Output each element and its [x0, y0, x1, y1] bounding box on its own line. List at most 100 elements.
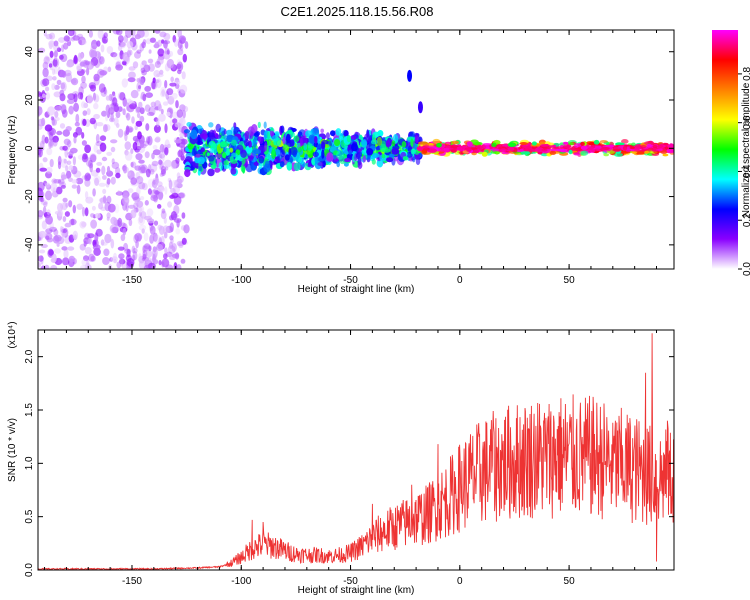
heatmap-cell — [253, 149, 262, 155]
heatmap-cell — [79, 61, 86, 67]
heatmap-cell — [164, 47, 170, 55]
heatmap-cell — [326, 152, 334, 162]
x-tick-label: -50 — [343, 275, 358, 286]
heatmap-cell — [230, 167, 237, 175]
heatmap-cell — [263, 121, 267, 129]
y-tick-label: 0.0 — [24, 563, 35, 577]
heatmap-cell — [55, 186, 63, 195]
heatmap-cell — [103, 248, 110, 257]
heatmap-cell — [173, 218, 182, 223]
heatmap-cell — [473, 149, 480, 153]
heatmap-cell — [625, 149, 632, 153]
heatmap-cell — [127, 171, 131, 177]
heatmap-cell — [119, 258, 126, 265]
heatmap-cell — [160, 210, 167, 220]
heatmap-cell — [57, 202, 63, 212]
heatmap-cell — [507, 147, 515, 151]
heatmap-cell — [223, 160, 230, 166]
heatmap-cell — [343, 130, 349, 138]
heatmap-cell — [432, 138, 441, 144]
heatmap-x-axis-label: Height of straight line (km) — [298, 284, 415, 295]
heatmap-cell — [197, 134, 201, 145]
heatmap-cell — [178, 192, 186, 199]
heatmap-cell — [57, 178, 65, 185]
heatmap-cell — [115, 64, 123, 71]
heatmap-cell — [82, 118, 87, 126]
heatmap-cell — [163, 253, 168, 260]
heatmap-cell — [651, 149, 659, 152]
heatmap-cell — [39, 167, 47, 172]
heatmap-cell — [93, 73, 100, 82]
heatmap-cell — [92, 244, 101, 251]
heatmap-cell — [631, 142, 636, 147]
heatmap-cell — [151, 160, 159, 167]
heatmap-cell — [64, 148, 68, 158]
heatmap-cell — [593, 139, 600, 145]
heatmap-cell — [391, 140, 396, 147]
heatmap-cell — [385, 139, 391, 148]
heatmap-cell — [72, 156, 76, 166]
heatmap-cell — [59, 123, 66, 129]
heatmap-cell — [355, 152, 361, 160]
heatmap-cell — [208, 129, 215, 140]
heatmap-cell — [138, 253, 142, 261]
heatmap-cell — [144, 243, 151, 250]
heatmap-cell — [49, 60, 54, 71]
heatmap-cell — [182, 109, 186, 119]
heatmap-cell — [263, 133, 267, 141]
heatmap-cell — [101, 156, 108, 162]
heatmap-cell — [135, 176, 144, 184]
heatmap-cell — [215, 133, 219, 139]
heatmap-cell — [93, 93, 100, 103]
heatmap-cell — [88, 236, 92, 245]
heatmap-cell — [126, 112, 131, 121]
heatmap-cell — [481, 151, 488, 157]
heatmap-cell — [86, 67, 90, 76]
heatmap-cell — [141, 228, 145, 234]
heatmap-cell — [99, 196, 108, 204]
heatmap-cell — [279, 161, 285, 168]
heatmap-cell — [131, 245, 136, 254]
heatmap-cell — [122, 164, 128, 174]
heatmap-cell — [150, 189, 158, 199]
heatmap-cell — [184, 169, 191, 178]
heatmap-cell — [124, 112, 129, 118]
heatmap-cell — [119, 257, 124, 267]
heatmap-cell — [86, 108, 91, 116]
heatmap-cell — [644, 150, 650, 154]
heatmap-cell — [231, 152, 238, 157]
heatmap-cell — [132, 251, 138, 261]
heatmap-cell — [68, 255, 76, 263]
heatmap-cell — [40, 197, 45, 203]
heatmap-cell — [166, 111, 171, 117]
heatmap-cell — [297, 146, 302, 153]
heatmap-cell — [53, 40, 59, 47]
heatmap-cell — [186, 122, 192, 127]
heatmap-cell — [39, 249, 46, 254]
heatmap-cell — [307, 163, 312, 168]
heatmap-cell — [257, 121, 261, 129]
heatmap-cell — [138, 101, 143, 109]
heatmap-cell — [46, 209, 51, 216]
heatmap-cell — [75, 113, 80, 124]
heatmap-cell — [128, 219, 133, 227]
heatmap-cell — [98, 182, 106, 187]
heatmap-cell — [120, 234, 126, 242]
heatmap-cell — [68, 154, 73, 159]
heatmap-cell — [155, 189, 159, 197]
heatmap-cell — [172, 35, 177, 43]
heatmap-cell — [148, 106, 156, 116]
heatmap-cell — [103, 124, 108, 133]
heatmap-cell — [176, 175, 184, 184]
heatmap-cell — [136, 78, 141, 83]
heatmap-cell — [84, 246, 92, 255]
heatmap-cell — [170, 159, 177, 170]
heatmap-cell — [519, 142, 528, 145]
heatmap-cell — [95, 167, 101, 173]
heatmap-cell — [179, 84, 188, 94]
heatmap-cell — [154, 41, 159, 48]
heatmap-cell — [160, 165, 167, 175]
heatmap-cell — [417, 101, 423, 114]
heatmap-cell — [63, 35, 70, 42]
heatmap-cell — [143, 264, 151, 269]
